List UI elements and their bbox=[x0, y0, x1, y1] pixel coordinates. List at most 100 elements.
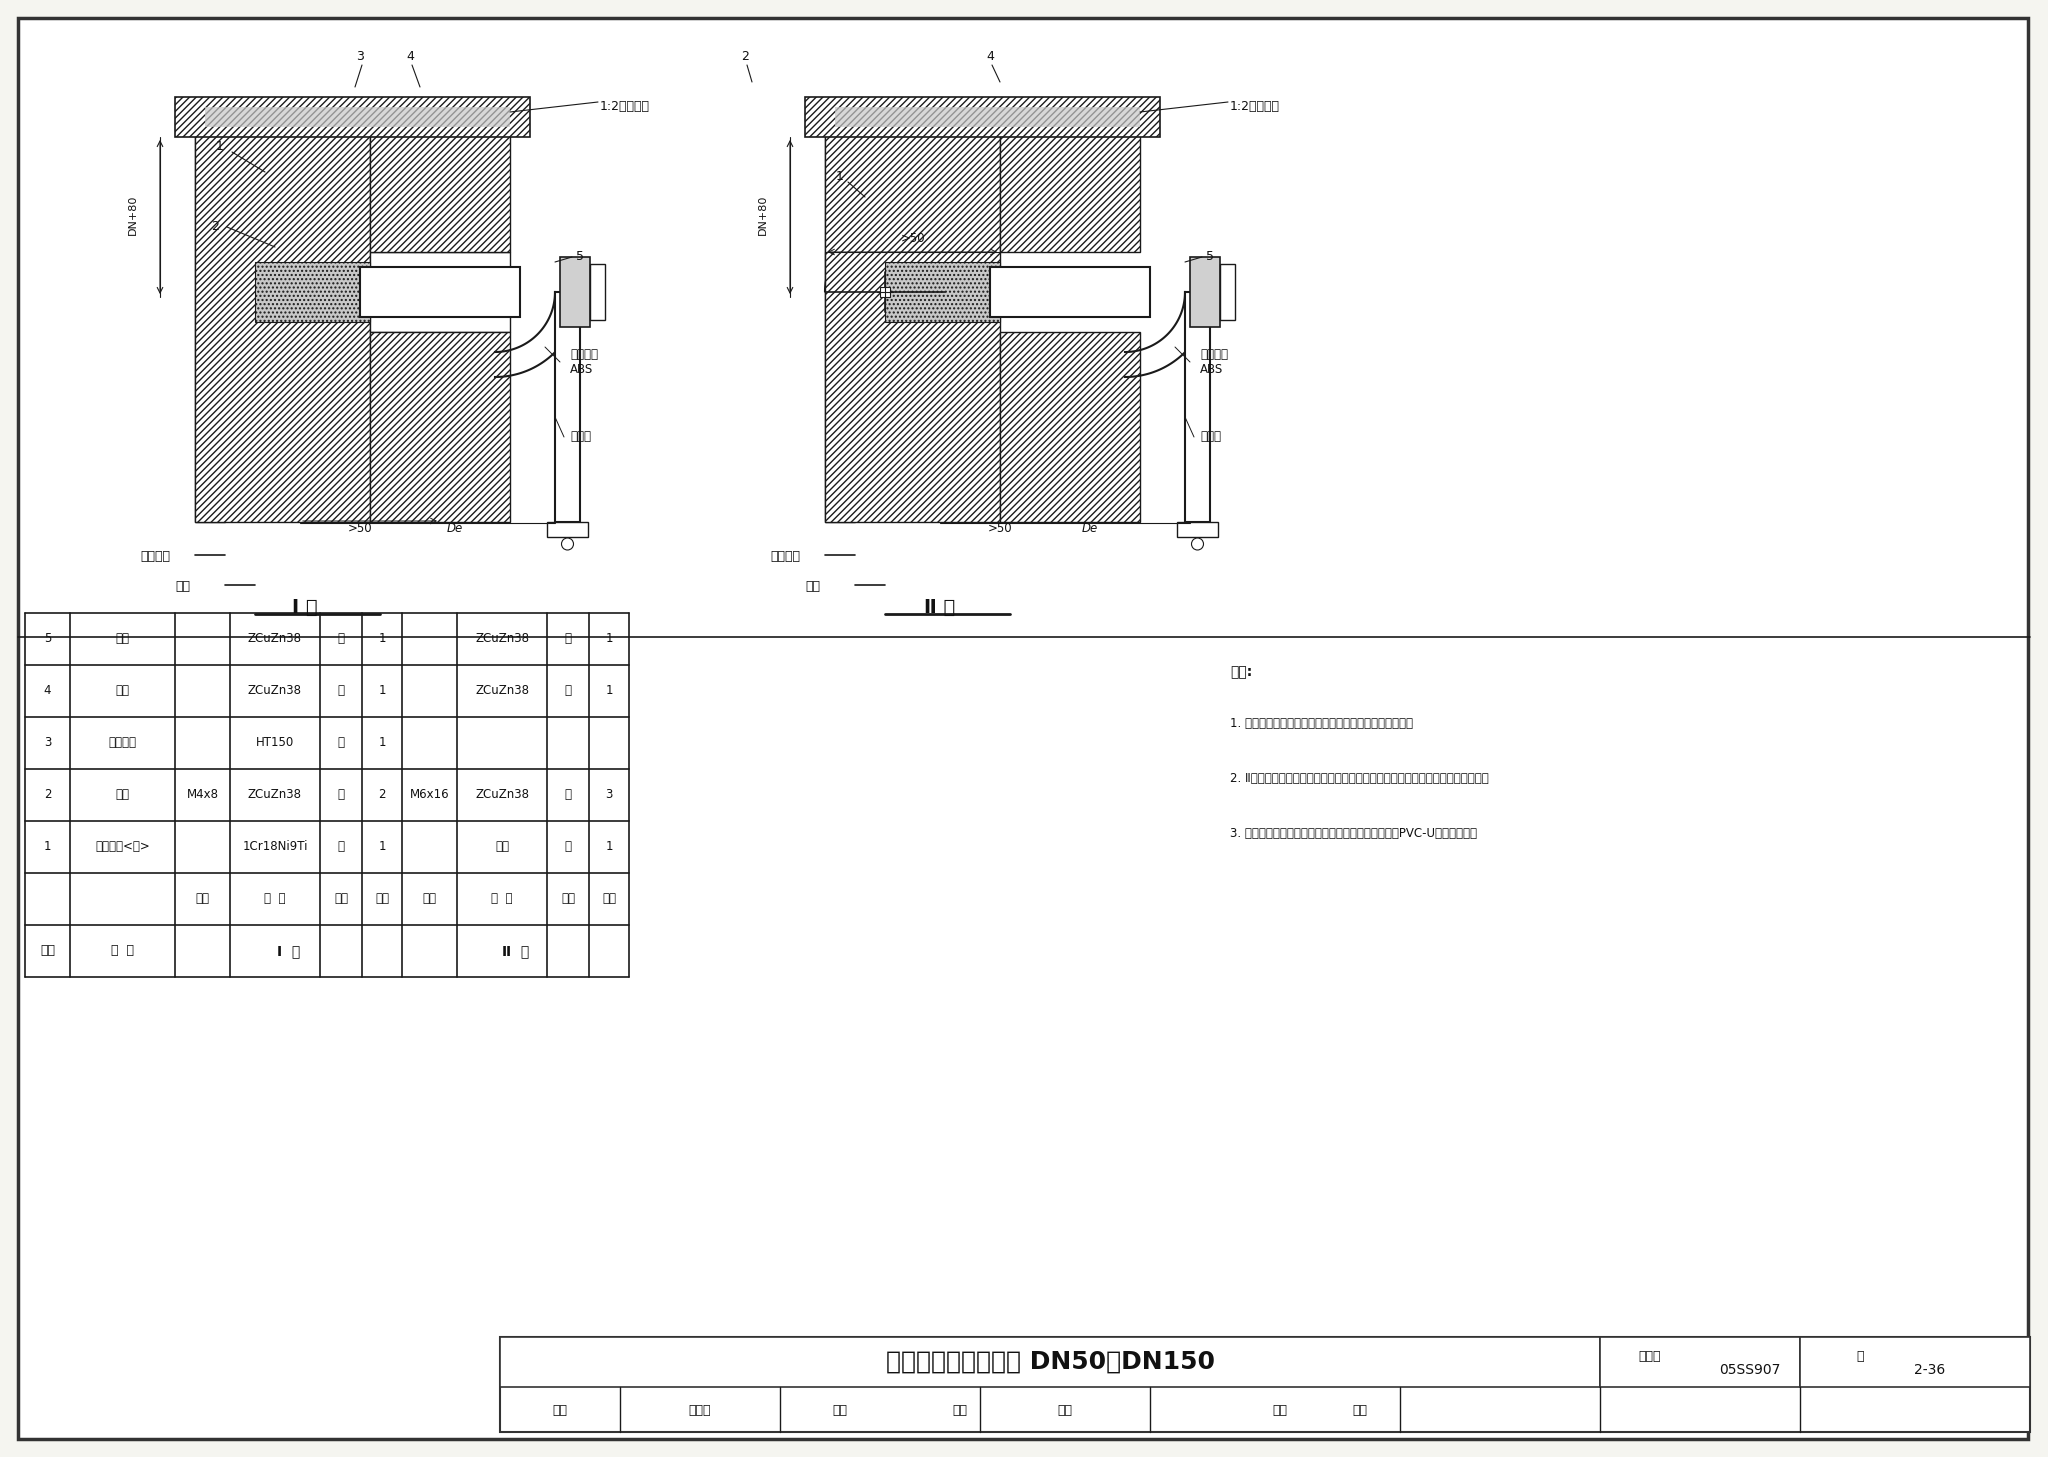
Bar bbox=[371, 117, 510, 252]
Text: 设计: 设计 bbox=[1272, 1403, 1288, 1416]
Text: 塑料管: 塑料管 bbox=[1200, 430, 1221, 443]
Text: 5: 5 bbox=[1206, 251, 1214, 264]
Text: 墙身: 墙身 bbox=[174, 580, 190, 593]
Text: 3: 3 bbox=[356, 51, 365, 64]
Text: 根: 根 bbox=[565, 685, 571, 698]
Text: Ⅱ  型: Ⅱ 型 bbox=[502, 944, 528, 959]
Bar bbox=[195, 117, 225, 522]
Text: ZCuZn38: ZCuZn38 bbox=[248, 685, 301, 698]
Text: 个: 个 bbox=[338, 788, 344, 801]
Text: 个: 个 bbox=[338, 736, 344, 749]
Text: 2-36: 2-36 bbox=[1915, 1362, 1946, 1377]
Text: 1: 1 bbox=[215, 140, 223, 153]
Bar bbox=[999, 332, 1141, 522]
Bar bbox=[371, 274, 510, 310]
Text: 外墙面层: 外墙面层 bbox=[770, 551, 801, 564]
Bar bbox=[989, 267, 1151, 318]
Text: 3. 卫型连接方式为粘连，适用于接管为硬聚氯乙烯（PVC-U）时的场所。: 3. 卫型连接方式为粘连，适用于接管为硬聚氯乙烯（PVC-U）时的场所。 bbox=[1231, 828, 1477, 841]
Text: 短管: 短管 bbox=[115, 685, 129, 698]
Bar bbox=[999, 274, 1141, 310]
Text: M4x8: M4x8 bbox=[186, 788, 219, 801]
Text: 个: 个 bbox=[565, 841, 571, 854]
Text: 规格: 规格 bbox=[195, 893, 209, 905]
Text: ZCuZn38: ZCuZn38 bbox=[248, 788, 301, 801]
Bar bbox=[836, 106, 1141, 127]
Bar bbox=[1178, 522, 1219, 538]
Text: 铸铝: 铸铝 bbox=[496, 841, 510, 854]
Text: 塑料管: 塑料管 bbox=[569, 430, 592, 443]
Text: 徐琴: 徐琴 bbox=[952, 1403, 967, 1416]
Text: Ⅰ  型: Ⅰ 型 bbox=[276, 944, 301, 959]
Text: 材  料: 材 料 bbox=[264, 893, 287, 905]
Text: Ⅱ 型: Ⅱ 型 bbox=[924, 597, 956, 616]
Circle shape bbox=[561, 538, 573, 549]
Bar bbox=[256, 262, 371, 322]
Text: 1. 本图适用于通气管从侧墙接至室外，连通大气的场所。: 1. 本图适用于通气管从侧墙接至室外，连通大气的场所。 bbox=[1231, 717, 1413, 730]
Text: 1: 1 bbox=[379, 685, 385, 698]
Text: 2: 2 bbox=[211, 220, 219, 233]
Bar bbox=[825, 117, 854, 522]
Bar bbox=[500, 1338, 2030, 1432]
Text: 1: 1 bbox=[379, 841, 385, 854]
Bar bbox=[885, 262, 999, 322]
Text: 3: 3 bbox=[43, 736, 51, 749]
Text: 2: 2 bbox=[43, 788, 51, 801]
Bar bbox=[805, 98, 1159, 137]
Bar bbox=[555, 291, 580, 522]
Bar bbox=[1599, 1338, 1800, 1387]
Bar bbox=[1186, 291, 1210, 522]
Bar bbox=[174, 98, 530, 137]
Text: 1:2水泥砂浆: 1:2水泥砂浆 bbox=[1231, 101, 1280, 114]
Text: 弯头: 弯头 bbox=[115, 632, 129, 645]
Bar bbox=[195, 117, 371, 522]
Text: 1: 1 bbox=[606, 841, 612, 854]
Text: 2: 2 bbox=[379, 788, 385, 801]
Text: 名  称: 名 称 bbox=[111, 944, 133, 957]
Text: 单位: 单位 bbox=[561, 893, 575, 905]
Text: 2. Ⅱ型采用蘑菇形通气帽水平安装，螺钉应穿透通气管，使其与通气管牢固连接。: 2. Ⅱ型采用蘑菇形通气帽水平安装，螺钉应穿透通气管，使其与通气管牢固连接。 bbox=[1231, 772, 1489, 785]
Text: 1: 1 bbox=[379, 632, 385, 645]
Text: 材  料: 材 料 bbox=[492, 893, 512, 905]
Bar bbox=[1221, 264, 1235, 321]
Text: 刘华: 刘华 bbox=[1352, 1403, 1368, 1416]
Text: 螺钉: 螺钉 bbox=[115, 788, 129, 801]
Text: 3: 3 bbox=[606, 788, 612, 801]
Text: 数量: 数量 bbox=[375, 893, 389, 905]
Text: 通气盖座: 通气盖座 bbox=[109, 736, 137, 749]
Bar bbox=[559, 256, 590, 326]
Text: 4: 4 bbox=[406, 51, 414, 64]
Text: 单位: 单位 bbox=[334, 893, 348, 905]
Text: ZCuZn38: ZCuZn38 bbox=[475, 685, 528, 698]
Text: 根: 根 bbox=[338, 685, 344, 698]
Text: DN+80: DN+80 bbox=[127, 194, 137, 235]
Text: 2: 2 bbox=[741, 51, 750, 64]
Bar bbox=[205, 106, 510, 127]
Text: 说明:: 说明: bbox=[1231, 664, 1251, 679]
Text: ZCuZn38: ZCuZn38 bbox=[475, 788, 528, 801]
Text: 侧墙式通气帽安装图 DN50～DN150: 侧墙式通气帽安装图 DN50～DN150 bbox=[885, 1351, 1214, 1374]
Text: 1Cr18Ni9Ti: 1Cr18Ni9Ti bbox=[242, 841, 307, 854]
Text: 数量: 数量 bbox=[602, 893, 616, 905]
Text: 规格: 规格 bbox=[422, 893, 436, 905]
Circle shape bbox=[1192, 538, 1204, 549]
Text: 序号: 序号 bbox=[41, 944, 55, 957]
Text: 转换接头
ABS: 转换接头 ABS bbox=[569, 348, 598, 376]
Bar bbox=[825, 117, 999, 522]
Text: 5: 5 bbox=[43, 632, 51, 645]
Bar bbox=[1190, 256, 1221, 326]
Text: HT150: HT150 bbox=[256, 736, 295, 749]
Text: 4: 4 bbox=[985, 51, 993, 64]
Text: ZCuZn38: ZCuZn38 bbox=[248, 632, 301, 645]
Text: 05SS907: 05SS907 bbox=[1720, 1362, 1780, 1377]
Text: 1: 1 bbox=[379, 736, 385, 749]
Text: 1:2水泥砂浆: 1:2水泥砂浆 bbox=[600, 101, 649, 114]
Bar bbox=[547, 522, 588, 538]
Text: 1: 1 bbox=[606, 685, 612, 698]
Text: 审核: 审核 bbox=[553, 1403, 567, 1416]
Bar bbox=[360, 267, 520, 318]
Text: DN+80: DN+80 bbox=[758, 194, 768, 235]
Text: 4: 4 bbox=[43, 685, 51, 698]
Text: 通气盖板<帽>: 通气盖板<帽> bbox=[94, 841, 150, 854]
Bar bbox=[999, 117, 1141, 252]
Text: 绘图: 绘图 bbox=[1057, 1403, 1073, 1416]
